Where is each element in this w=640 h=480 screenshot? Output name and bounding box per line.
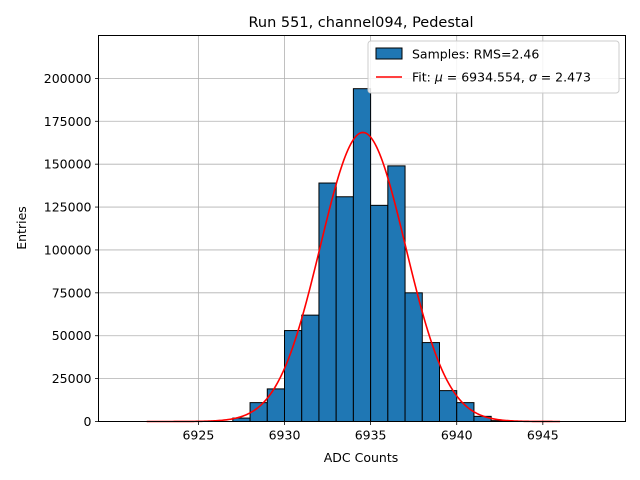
histogram-bar — [301, 314, 320, 422]
x-tick-label: 6925 — [182, 428, 214, 443]
fit-curve — [146, 131, 561, 423]
y-tick-label: 200000 — [44, 71, 92, 86]
y-tick-label: 75000 — [52, 285, 92, 300]
legend-histogram-label: Samples: RMS=2.46 — [412, 47, 539, 62]
y-tick-label: 25000 — [52, 371, 92, 386]
x-tick-label: 6945 — [527, 428, 559, 443]
y-tick-label: 50000 — [52, 328, 92, 343]
chart-title: Run 551, channel094, Pedestal — [248, 15, 473, 31]
histogram-bars — [232, 88, 509, 423]
histogram-bar — [335, 196, 354, 422]
legend: Samples: RMS=2.46 Fit: μ = 6934.554, σ =… — [367, 40, 620, 94]
histogram-bar — [370, 204, 389, 422]
y-axis-ticks: 0 25000 50000 75000 100000 125000 150000 175000… — [44, 71, 99, 429]
histogram-bar — [421, 342, 440, 422]
histogram-bar — [439, 390, 458, 422]
y-tick-label: 125000 — [44, 200, 92, 215]
y-tick-label: 175000 — [44, 114, 92, 129]
histogram-bar — [387, 165, 406, 422]
legend-box — [367, 40, 620, 94]
y-tick-label: 0 — [84, 414, 92, 429]
x-tick-label: 6930 — [269, 428, 301, 443]
x-axis-label: ADC Counts — [324, 450, 399, 465]
legend-fit-label: Fit: μ = 6934.554, σ = 2.473 — [412, 70, 591, 85]
histogram-bar — [352, 88, 372, 422]
x-tick-label: 6935 — [355, 428, 387, 443]
legend-histogram-swatch — [375, 47, 403, 60]
x-axis-ticks: 6925 6930 6935 6940 6945 — [182, 421, 559, 443]
y-axis-label: Entries — [14, 206, 29, 250]
y-tick-label: 150000 — [44, 157, 92, 172]
x-tick-label: 6940 — [441, 428, 473, 443]
histogram-bar — [404, 292, 423, 423]
plot-frame — [98, 35, 626, 422]
y-tick-label: 100000 — [44, 242, 92, 257]
